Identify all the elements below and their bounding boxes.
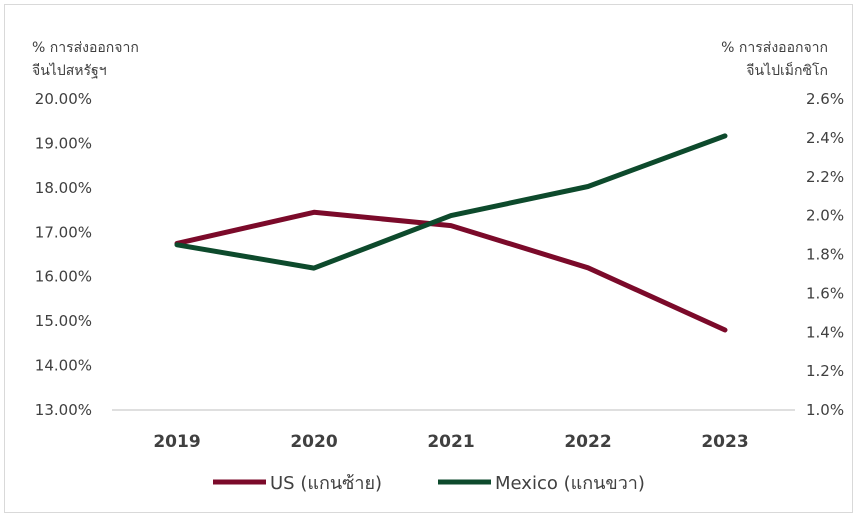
left-tick-label: 15.00%	[35, 312, 92, 330]
left-tick-label: 19.00%	[35, 134, 92, 152]
left-tick-label: 16.00%	[35, 268, 92, 286]
right-tick-label: 2.4%	[806, 129, 844, 147]
left-tick-label: 20.00%	[35, 90, 92, 108]
series-line-us	[174, 209, 728, 333]
x-tick-label: 2020	[290, 432, 337, 452]
left-axis-title-line-2: จีนไปสหรัฐฯ	[32, 62, 107, 79]
right-tick-label: 1.0%	[806, 401, 844, 419]
left-axis-title-line-1: % การส่งออกจาก	[32, 40, 139, 56]
left-tick-label: 13.00%	[35, 401, 92, 419]
right-tick-label: 1.6%	[806, 284, 844, 302]
right-tick-label: 2.2%	[806, 168, 844, 186]
x-tick-label: 2023	[701, 432, 748, 452]
x-tick-label: 2021	[427, 432, 474, 452]
legend: US (แกนซ้าย) Mexico (แกนขวา)	[213, 473, 645, 494]
legend-label-us: US (แกนซ้าย)	[270, 473, 382, 494]
x-tick-label: 2022	[564, 432, 611, 452]
x-tick-label: 2019	[153, 432, 200, 452]
right-axis-title-line-1: % การส่งออกจาก	[721, 40, 828, 56]
series-line-mexico	[174, 133, 728, 271]
right-tick-label: 1.4%	[806, 323, 844, 341]
right-tick-label: 2.0%	[806, 207, 844, 225]
left-tick-label: 14.00%	[35, 357, 92, 375]
right-tick-label: 1.2%	[806, 362, 844, 380]
chart-frame	[4, 4, 853, 513]
right-tick-label: 2.6%	[806, 90, 844, 108]
legend-label-mexico: Mexico (แกนขวา)	[495, 473, 645, 494]
left-tick-label: 17.00%	[35, 223, 92, 241]
right-tick-label: 1.8%	[806, 246, 844, 264]
left-tick-label: 18.00%	[35, 179, 92, 197]
right-axis-title-line-2: จีนไปเม็กซิโก	[746, 61, 828, 79]
